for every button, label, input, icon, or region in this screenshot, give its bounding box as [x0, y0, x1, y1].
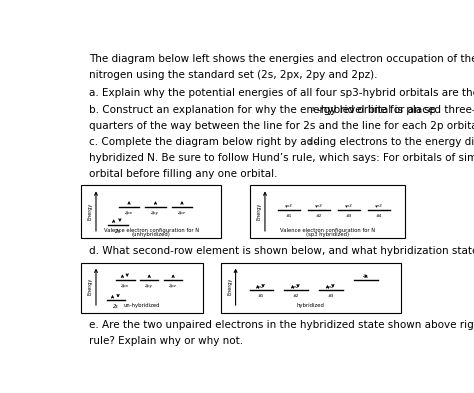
Text: 2p: 2p [363, 274, 369, 278]
Text: 2s: 2s [113, 305, 119, 309]
Text: (sp3 hybridized): (sp3 hybridized) [306, 231, 349, 237]
Text: un-hybridized: un-hybridized [124, 303, 160, 308]
Bar [250, 185, 404, 239]
Text: 3: 3 [307, 140, 311, 145]
Text: Energy: Energy [257, 202, 262, 220]
Text: #4: #4 [376, 214, 383, 218]
Text: -: - [314, 137, 318, 147]
Text: hybridized: hybridized [297, 303, 325, 308]
Text: #2: #2 [293, 294, 300, 298]
Text: a. Explain why the potential energies of all four sp3-hybrid orbitals are the sa: a. Explain why the potential energies of… [89, 88, 474, 98]
Bar [82, 185, 221, 239]
Text: The diagram below left shows the energies and electron occupation of the valence: The diagram below left shows the energie… [89, 54, 474, 64]
Text: 2pz: 2pz [178, 211, 186, 215]
Text: (unhybridized): (unhybridized) [132, 231, 171, 237]
Text: sp2: sp2 [327, 285, 335, 289]
Text: #2: #2 [316, 214, 322, 218]
Text: sp2: sp2 [257, 285, 265, 289]
Text: Valence electron configuration for N: Valence electron configuration for N [103, 228, 199, 233]
Text: c. Complete the diagram below right by adding electrons to the energy diagram of: c. Complete the diagram below right by a… [89, 137, 474, 147]
Text: sp3: sp3 [345, 204, 353, 208]
Text: #3: #3 [346, 214, 352, 218]
Text: 2px: 2px [121, 284, 129, 288]
Bar [82, 263, 202, 312]
Text: 2py: 2py [151, 211, 160, 215]
Text: #3: #3 [328, 294, 334, 298]
Text: quarters of the way between the line for 2s and the line for each 2p orbital.: quarters of the way between the line for… [89, 121, 474, 131]
Text: 2pz: 2pz [169, 284, 177, 288]
Bar [221, 263, 401, 312]
Text: sp3: sp3 [285, 204, 293, 208]
Text: rule? Explain why or why not.: rule? Explain why or why not. [89, 336, 243, 346]
Text: Energy: Energy [88, 202, 93, 220]
Text: #1: #1 [258, 294, 264, 298]
Text: sp2: sp2 [292, 285, 300, 289]
Text: 2px: 2px [125, 211, 133, 215]
Text: 3: 3 [311, 107, 315, 112]
Text: hybridized N. Be sure to follow Hund’s rule, which says: For orbitals of similar: hybridized N. Be sure to follow Hund’s r… [89, 153, 474, 163]
Text: sp3: sp3 [315, 204, 323, 208]
Text: 2py: 2py [145, 284, 153, 288]
Text: b. Construct an explanation for why the energy level line for an sp: b. Construct an explanation for why the … [89, 105, 436, 115]
Text: e. Are the two unpaired electrons in the hybridized state shown above right a vi: e. Are the two unpaired electrons in the… [89, 320, 474, 330]
Text: sp3: sp3 [375, 204, 383, 208]
Text: 2s: 2s [115, 229, 121, 234]
Text: d. What second-row element is shown below, and what hybridization state is shown: d. What second-row element is shown belo… [89, 246, 474, 256]
Text: Energy: Energy [88, 278, 93, 296]
Text: nitrogen using the standard set (2s, 2px, 2py and 2pz).: nitrogen using the standard set (2s, 2px… [89, 70, 377, 79]
Text: Energy: Energy [228, 278, 233, 296]
Text: #1: #1 [286, 214, 292, 218]
Text: Valence electron configuration for N: Valence electron configuration for N [280, 228, 375, 233]
Text: -hybrid orbital is placed three-: -hybrid orbital is placed three- [318, 105, 474, 115]
Text: orbital before filling any one orbital.: orbital before filling any one orbital. [89, 169, 277, 179]
